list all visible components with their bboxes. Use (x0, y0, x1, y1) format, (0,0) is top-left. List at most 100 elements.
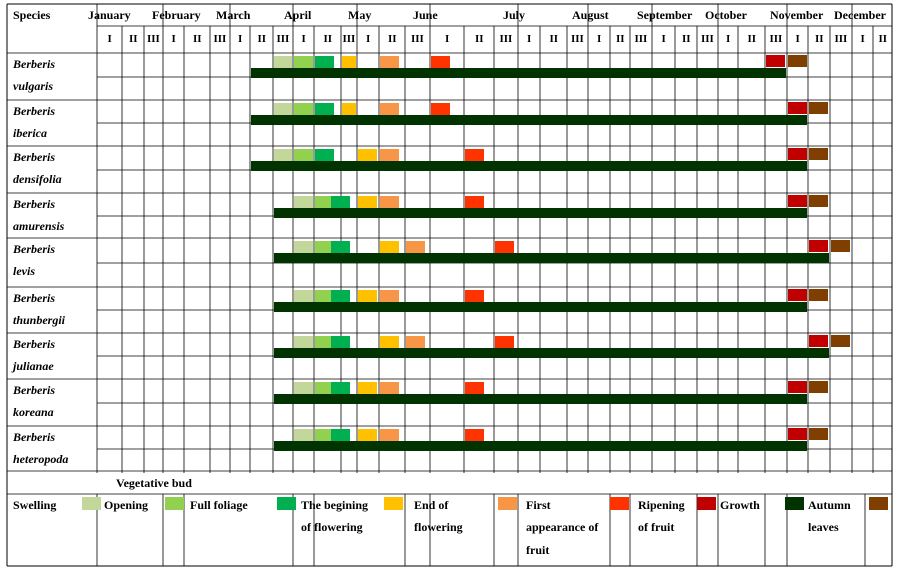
decade-label: III (499, 33, 513, 45)
mark-autumn (788, 55, 807, 67)
mark-autumn (831, 240, 850, 252)
mark-end_flowering (380, 56, 399, 68)
mark-first_fruit (465, 429, 484, 441)
month-june: June (413, 8, 438, 22)
decade-label: III (213, 33, 227, 45)
mark-swelling (294, 196, 313, 208)
decade-label: I (597, 33, 602, 45)
mark-ripening (788, 428, 807, 440)
mark-full_foliage (331, 196, 350, 208)
decade-label: III (147, 33, 160, 45)
decade-label: II (257, 33, 267, 45)
legend-label-autumn: Autumn (808, 498, 851, 512)
decade-label: I (795, 33, 800, 45)
decade-label: I (527, 33, 532, 45)
mark-first_fruit (431, 103, 450, 115)
legend-label-growth: Growth (720, 498, 760, 512)
mark-ripening (788, 195, 807, 207)
mark-end_flowering (380, 429, 399, 441)
species-genus: Berberis (13, 104, 55, 118)
mark-end_flowering (380, 382, 399, 394)
month-october: October (705, 8, 747, 22)
mark-full_foliage (331, 429, 350, 441)
legend-label-ripening-line2: of fruit (638, 520, 675, 534)
legend-swatch-first_fruit (610, 497, 629, 510)
legend-label-begin_flowering: The begining (301, 498, 369, 512)
legend-label-ripening: Ripening (638, 498, 685, 512)
month-april: April (284, 8, 312, 22)
mark-autumn (809, 428, 828, 440)
species-genus: Berberis (13, 430, 55, 444)
decade-label: II (549, 33, 559, 45)
decade-label: II (388, 33, 397, 45)
legend-swatch-opening (165, 497, 184, 510)
decade-label: III (834, 33, 848, 45)
growth-bar (274, 348, 829, 358)
mark-full_foliage (331, 382, 350, 394)
decade-label: I (726, 33, 731, 45)
legend-label-swelling: Swelling (13, 498, 57, 512)
mark-full_foliage (315, 56, 334, 68)
species-genus: Berberis (13, 337, 55, 351)
decade-label: II (878, 33, 888, 45)
legend-label-end_flowering-line2: flowering (414, 520, 463, 534)
mark-autumn (809, 381, 828, 393)
decade-label: II (747, 33, 757, 45)
mark-begin_flowering (342, 103, 356, 115)
legend-label-opening: Opening (104, 498, 149, 512)
month-september: September (637, 8, 693, 22)
species-genus: Berberis (13, 150, 55, 164)
decade-label: I (107, 33, 112, 45)
growth-bar (251, 115, 807, 125)
decade-label: I (445, 33, 450, 45)
mark-ripening (809, 335, 828, 347)
legend-vegetative-bud: Vegetative bud (116, 476, 192, 490)
decade-label: III (342, 33, 356, 45)
decade-label: II (815, 33, 824, 45)
mark-full_foliage (315, 149, 334, 161)
mark-autumn (809, 102, 828, 114)
mark-swelling (274, 149, 292, 161)
mark-autumn (809, 289, 828, 301)
mark-full_foliage (331, 241, 350, 253)
month-december: December (834, 8, 886, 22)
mark-begin_flowering (342, 56, 356, 68)
species-epithet: koreana (13, 405, 54, 419)
mark-end_flowering (380, 290, 399, 302)
month-july: July (503, 8, 526, 22)
month-february: February (152, 8, 201, 22)
legend-label-first_fruit: First (526, 498, 551, 512)
legend-swatch-swelling (82, 497, 101, 510)
mark-full_foliage (331, 336, 350, 348)
growth-bar (274, 441, 807, 451)
species-epithet: vulgaris (13, 79, 54, 93)
legend-label-first_fruit-line2: appearance of (526, 520, 599, 534)
mark-swelling (294, 429, 313, 441)
mark-opening (294, 56, 313, 68)
month-august: August (572, 8, 609, 22)
decade-label: II (193, 33, 202, 45)
mark-autumn (809, 148, 828, 160)
mark-begin_flowering (358, 149, 377, 161)
mark-first_fruit (495, 241, 514, 253)
species-epithet: densifolia (13, 172, 62, 186)
decade-label: II (682, 33, 691, 45)
mark-autumn (809, 195, 828, 207)
decade-label: I (171, 33, 176, 45)
mark-first_fruit (465, 196, 484, 208)
decade-label: III (769, 33, 783, 45)
legend-swatch-begin_flowering (384, 497, 403, 510)
mark-full_foliage (315, 103, 334, 115)
mark-end_flowering (380, 149, 399, 161)
legend-label-autumn-line2: leaves (808, 520, 839, 534)
mark-begin_flowering (358, 290, 377, 302)
mark-first_fruit (495, 336, 514, 348)
mark-opening (294, 149, 313, 161)
mark-ripening (766, 55, 785, 67)
legend-swatch-end_flowering (498, 497, 517, 510)
mark-ripening (788, 381, 807, 393)
decade-label: III (276, 33, 290, 45)
mark-swelling (294, 382, 313, 394)
month-january: January (88, 8, 131, 22)
mark-ripening (788, 148, 807, 160)
